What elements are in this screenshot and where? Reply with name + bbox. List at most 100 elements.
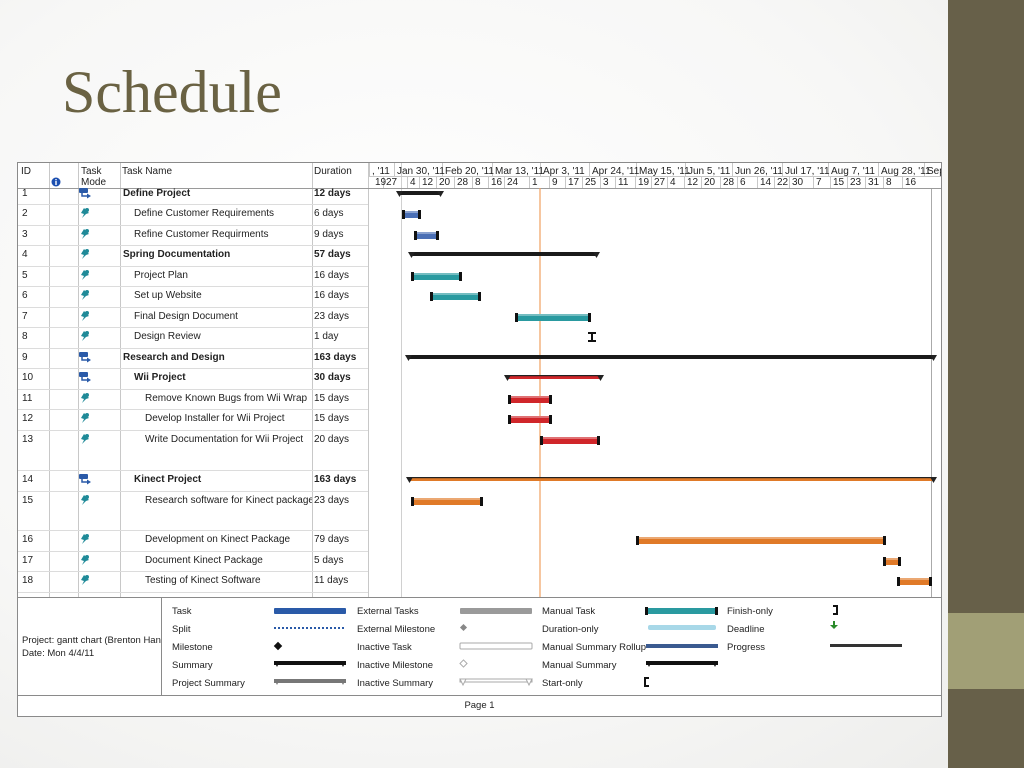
manual-pin-icon (78, 204, 98, 225)
task-duration[interactable]: 16 days (314, 270, 350, 281)
task-duration[interactable]: 6 days (314, 208, 344, 219)
task-duration[interactable]: 15 days (314, 393, 350, 404)
task-duration[interactable]: 5 days (314, 555, 344, 566)
gantt-bar-task-17[interactable] (883, 557, 901, 566)
grid-hline (18, 530, 368, 531)
grid-vline (492, 163, 493, 176)
timeline-minor-label: 8 (886, 177, 892, 188)
task-duration[interactable]: 79 days (314, 534, 350, 545)
gantt-bar-task-5[interactable] (411, 272, 462, 281)
task-duration[interactable]: 15 days (314, 413, 350, 424)
legend-manual-task-sample (645, 607, 718, 615)
task-row[interactable]: 18 Testing of Kinect Software 11 days (18, 571, 368, 592)
task-name[interactable]: Write Documentation for Wii Project (145, 434, 304, 445)
legend-finish-only-sample (833, 605, 838, 615)
task-duration[interactable]: 23 days (314, 495, 350, 506)
task-name[interactable]: Design Review (134, 331, 201, 342)
grid-vline (636, 163, 637, 176)
task-row[interactable]: 1 Define Project 12 days (18, 184, 368, 204)
task-row[interactable]: 6 Set up Website 16 days (18, 286, 368, 307)
task-row[interactable]: 13 Write Documentation for Wii Project 20 … (18, 430, 368, 470)
task-duration[interactable]: 20 days (314, 434, 350, 445)
task-row[interactable]: 16 Development on Kinect Package 79 days (18, 530, 368, 551)
gantt-bar-task-7[interactable] (515, 313, 591, 322)
task-row[interactable]: 9 Research and Design 163 days (18, 348, 368, 368)
task-row[interactable]: 15 Research software for Kinect package 23… (18, 491, 368, 530)
gantt-bar-task-1[interactable] (396, 191, 444, 197)
grid-hline (18, 266, 368, 267)
task-name[interactable]: Document Kinect Package (145, 555, 263, 566)
task-duration[interactable]: 9 days (314, 229, 344, 240)
task-duration[interactable]: 1 day (314, 331, 339, 342)
task-name[interactable]: Research software for Kinect package (145, 495, 312, 506)
task-row[interactable]: 4 Spring Documentation 57 days (18, 245, 368, 266)
grid-vline (582, 176, 583, 188)
legend-start-only: Start-only (542, 678, 583, 689)
legend-start-only-sample (644, 677, 649, 687)
task-row[interactable]: 10 Wii Project 30 days (18, 368, 368, 389)
task-name[interactable]: Final Design Document (134, 311, 238, 322)
timeline-major-label: Jun 26, '11 (735, 166, 783, 177)
task-row[interactable]: 12 Develop Installer for Wii Project 15 da… (18, 409, 368, 430)
gantt-bar-task-9[interactable] (405, 355, 937, 361)
task-duration[interactable]: 163 days (314, 352, 357, 363)
task-row[interactable]: 8 Design Review 1 day (18, 327, 368, 348)
gantt-bar-task-11[interactable] (508, 395, 552, 404)
grid-hline (18, 409, 368, 410)
grid-vline (529, 176, 530, 188)
gantt-bar-task-8[interactable] (588, 332, 596, 342)
task-duration[interactable]: 57 days (314, 249, 351, 260)
gantt-bar-task-2[interactable] (402, 210, 421, 219)
grid-vline (436, 176, 437, 188)
task-name[interactable]: Set up Website (134, 290, 202, 301)
task-row[interactable]: 5 Project Plan 16 days (18, 266, 368, 286)
legend-manual-summary-sample (646, 661, 718, 667)
legend: Project: gantt chart (Brenton Han Date: … (18, 597, 941, 716)
task-duration[interactable]: 30 days (314, 372, 351, 383)
gantt-bar-task-18[interactable] (897, 577, 932, 586)
auto-schedule-icon (78, 470, 98, 491)
task-duration[interactable]: 11 days (314, 575, 349, 586)
task-duration[interactable]: 16 days (314, 290, 350, 301)
task-name[interactable]: Develop Installer for Wii Project (145, 413, 285, 424)
header-id: ID (21, 166, 31, 177)
task-name[interactable]: Testing of Kinect Software (145, 575, 261, 586)
gantt-bar-task-13[interactable] (540, 436, 600, 445)
timeline-minor-label: 25 (585, 177, 597, 188)
task-name[interactable]: Project Plan (134, 270, 188, 281)
legend-external-milestone-sample (459, 623, 468, 632)
task-name[interactable]: Define Customer Requirements (134, 208, 275, 219)
task-name[interactable]: Define Project (123, 188, 191, 199)
task-row[interactable]: 3 Refine Customer Requirments 9 days (18, 225, 368, 245)
timeline-major-label: Apr 3, '11 (543, 166, 585, 177)
task-name[interactable]: Spring Documentation (123, 249, 231, 260)
task-duration[interactable]: 23 days (314, 311, 350, 322)
gantt-bar-task-15[interactable] (411, 497, 483, 506)
task-row[interactable]: 14 Kinect Project 163 days (18, 470, 368, 491)
task-duration[interactable]: 12 days (314, 188, 351, 199)
gantt-bar-task-6[interactable] (430, 292, 481, 301)
task-name[interactable]: Remove Known Bugs from Wii Wrap (145, 393, 308, 404)
gantt-bar-task-12[interactable] (508, 415, 552, 424)
task-name[interactable]: Development on Kinect Package (145, 534, 291, 545)
task-row[interactable]: 7 Final Design Document 23 days (18, 307, 368, 327)
grid-hline (18, 204, 368, 205)
gantt-bar-task-3[interactable] (414, 231, 439, 240)
legend-project-summary-sample (274, 679, 346, 685)
task-name[interactable]: Refine Customer Requirments (134, 229, 269, 240)
task-name[interactable]: Research and Design (123, 352, 225, 363)
task-row[interactable]: 17 Document Kinect Package 5 days (18, 551, 368, 571)
legend-external-tasks-sample (460, 608, 532, 614)
gantt-bar-task-14[interactable] (406, 477, 937, 483)
task-duration[interactable]: 163 days (314, 474, 357, 485)
gantt-bar-task-16[interactable] (636, 536, 886, 545)
task-row[interactable]: 11 Remove Known Bugs from Wii Wrap 15 days (18, 389, 368, 409)
gantt-bar-task-4[interactable] (408, 252, 600, 258)
timeline-minor-label: 6 (740, 177, 746, 188)
task-name[interactable]: Kinect Project (134, 474, 202, 485)
task-row[interactable]: 2 Define Customer Requirements 6 days (18, 204, 368, 225)
gantt-bar-task-10[interactable] (504, 375, 604, 381)
task-name[interactable]: Wii Project (134, 372, 186, 383)
grid-hline (18, 470, 368, 471)
grid-vline (368, 163, 369, 597)
